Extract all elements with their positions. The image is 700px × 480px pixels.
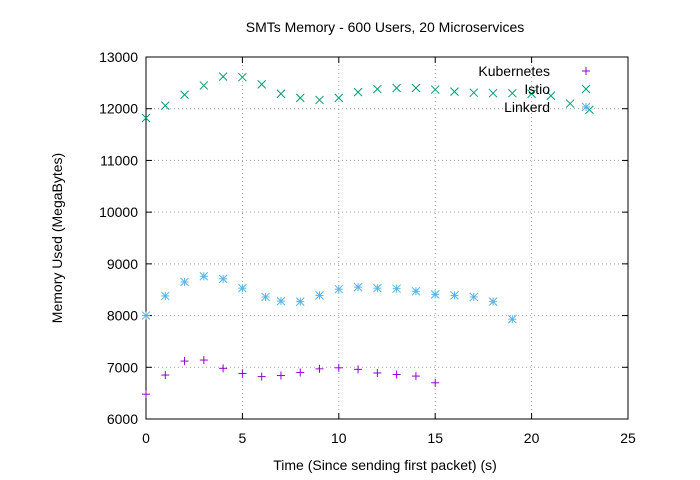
series-istio <box>141 72 594 123</box>
data-point-istio <box>315 95 324 105</box>
data-point-linkerd <box>261 292 270 302</box>
data-point-istio <box>238 72 247 82</box>
legend-label: Istio <box>524 81 550 97</box>
data-point-linkerd <box>353 282 363 292</box>
data-point-istio <box>430 85 440 94</box>
data-point-istio <box>295 93 305 103</box>
data-point-linkerd <box>218 274 228 284</box>
y-tick-label: 11000 <box>100 152 138 168</box>
data-point-istio <box>488 88 498 98</box>
data-point-kubernetes <box>354 365 363 374</box>
data-point-linkerd <box>315 291 324 300</box>
data-point-kubernetes <box>334 363 343 372</box>
data-point-istio <box>527 89 536 99</box>
y-tick-label: 7000 <box>107 359 138 375</box>
legend-label: Linkerd <box>504 99 550 115</box>
data-point-linkerd <box>180 277 189 287</box>
x-tick-label: 15 <box>427 430 443 446</box>
data-point-istio <box>160 101 170 110</box>
data-point-linkerd <box>334 284 344 294</box>
data-point-kubernetes <box>431 378 440 387</box>
data-point-istio <box>353 87 363 97</box>
data-point-kubernetes <box>257 372 266 381</box>
data-point-istio <box>373 84 382 94</box>
data-point-linkerd <box>295 297 305 306</box>
data-point-istio <box>469 88 479 98</box>
grid-lines <box>146 57 628 419</box>
data-point-linkerd <box>199 271 209 281</box>
data-point-istio <box>507 88 517 98</box>
data-point-linkerd <box>392 284 401 294</box>
legend-label: Kubernetes <box>478 63 550 79</box>
data-point-linkerd <box>141 311 151 320</box>
data-point-istio <box>276 89 286 99</box>
y-tick-label: 13000 <box>99 49 138 65</box>
y-tick-label: 8000 <box>107 308 138 324</box>
data-point-istio <box>180 90 189 100</box>
x-axis-label: Time (Since sending first packet) (s) <box>273 457 497 473</box>
data-point-linkerd <box>488 297 498 306</box>
data-point-istio <box>546 91 556 101</box>
data-point-kubernetes <box>315 364 324 373</box>
x-tick-label: 5 <box>239 430 247 446</box>
series-kubernetes <box>142 356 440 399</box>
data-point-kubernetes <box>161 371 170 380</box>
data-points <box>141 72 594 399</box>
data-point-linkerd <box>411 286 421 296</box>
x-tick-label: 25 <box>620 430 636 446</box>
x-tick-label: 10 <box>331 430 347 446</box>
y-axis-label: Memory Used (MegaBytes) <box>49 153 65 323</box>
data-point-istio <box>334 93 344 103</box>
data-point-kubernetes <box>219 364 228 373</box>
data-point-linkerd <box>276 296 286 306</box>
axis-ticks: 6000 7000 8000 9000 10000 11000 12000 13000 0 5 10… <box>99 49 636 446</box>
data-point-kubernetes <box>276 371 285 380</box>
data-point-linkerd <box>450 291 459 300</box>
data-point-kubernetes <box>238 369 247 378</box>
data-point-linkerd <box>507 314 517 324</box>
data-point-linkerd <box>373 283 382 293</box>
data-point-kubernetes <box>411 372 420 381</box>
data-point-istio <box>218 72 228 82</box>
series-linkerd <box>141 271 517 324</box>
data-point-linkerd <box>238 283 247 293</box>
y-tick-label: 6000 <box>107 411 138 427</box>
data-point-linkerd <box>160 291 170 301</box>
data-point-istio <box>141 113 151 123</box>
data-point-linkerd <box>430 290 440 299</box>
data-point-kubernetes <box>296 368 305 377</box>
data-point-kubernetes <box>392 370 401 379</box>
data-point-kubernetes <box>373 368 382 377</box>
data-point-istio <box>565 99 575 108</box>
data-point-istio <box>411 83 421 93</box>
legend-marker <box>581 102 591 112</box>
plot-frame <box>145 56 629 420</box>
legend-marker <box>582 67 590 75</box>
y-tick-label: 9000 <box>107 256 138 272</box>
data-point-kubernetes <box>142 390 150 399</box>
chart-title: SMTs Memory - 600 Users, 20 Microservice… <box>246 19 525 35</box>
x-tick-label: 20 <box>524 430 540 446</box>
data-point-linkerd <box>469 292 479 302</box>
data-point-istio <box>199 81 209 90</box>
data-point-kubernetes <box>180 357 189 366</box>
data-point-istio <box>257 80 267 89</box>
data-point-istio <box>392 83 401 93</box>
data-point-istio <box>450 87 459 97</box>
y-tick-label: 12000 <box>99 101 138 117</box>
y-tick-label: 10000 <box>99 204 138 220</box>
data-point-kubernetes <box>199 356 208 365</box>
x-tick-label: 0 <box>142 430 150 446</box>
legend: Kubernetes Istio Linkerd <box>478 63 591 115</box>
legend-marker <box>581 84 591 94</box>
